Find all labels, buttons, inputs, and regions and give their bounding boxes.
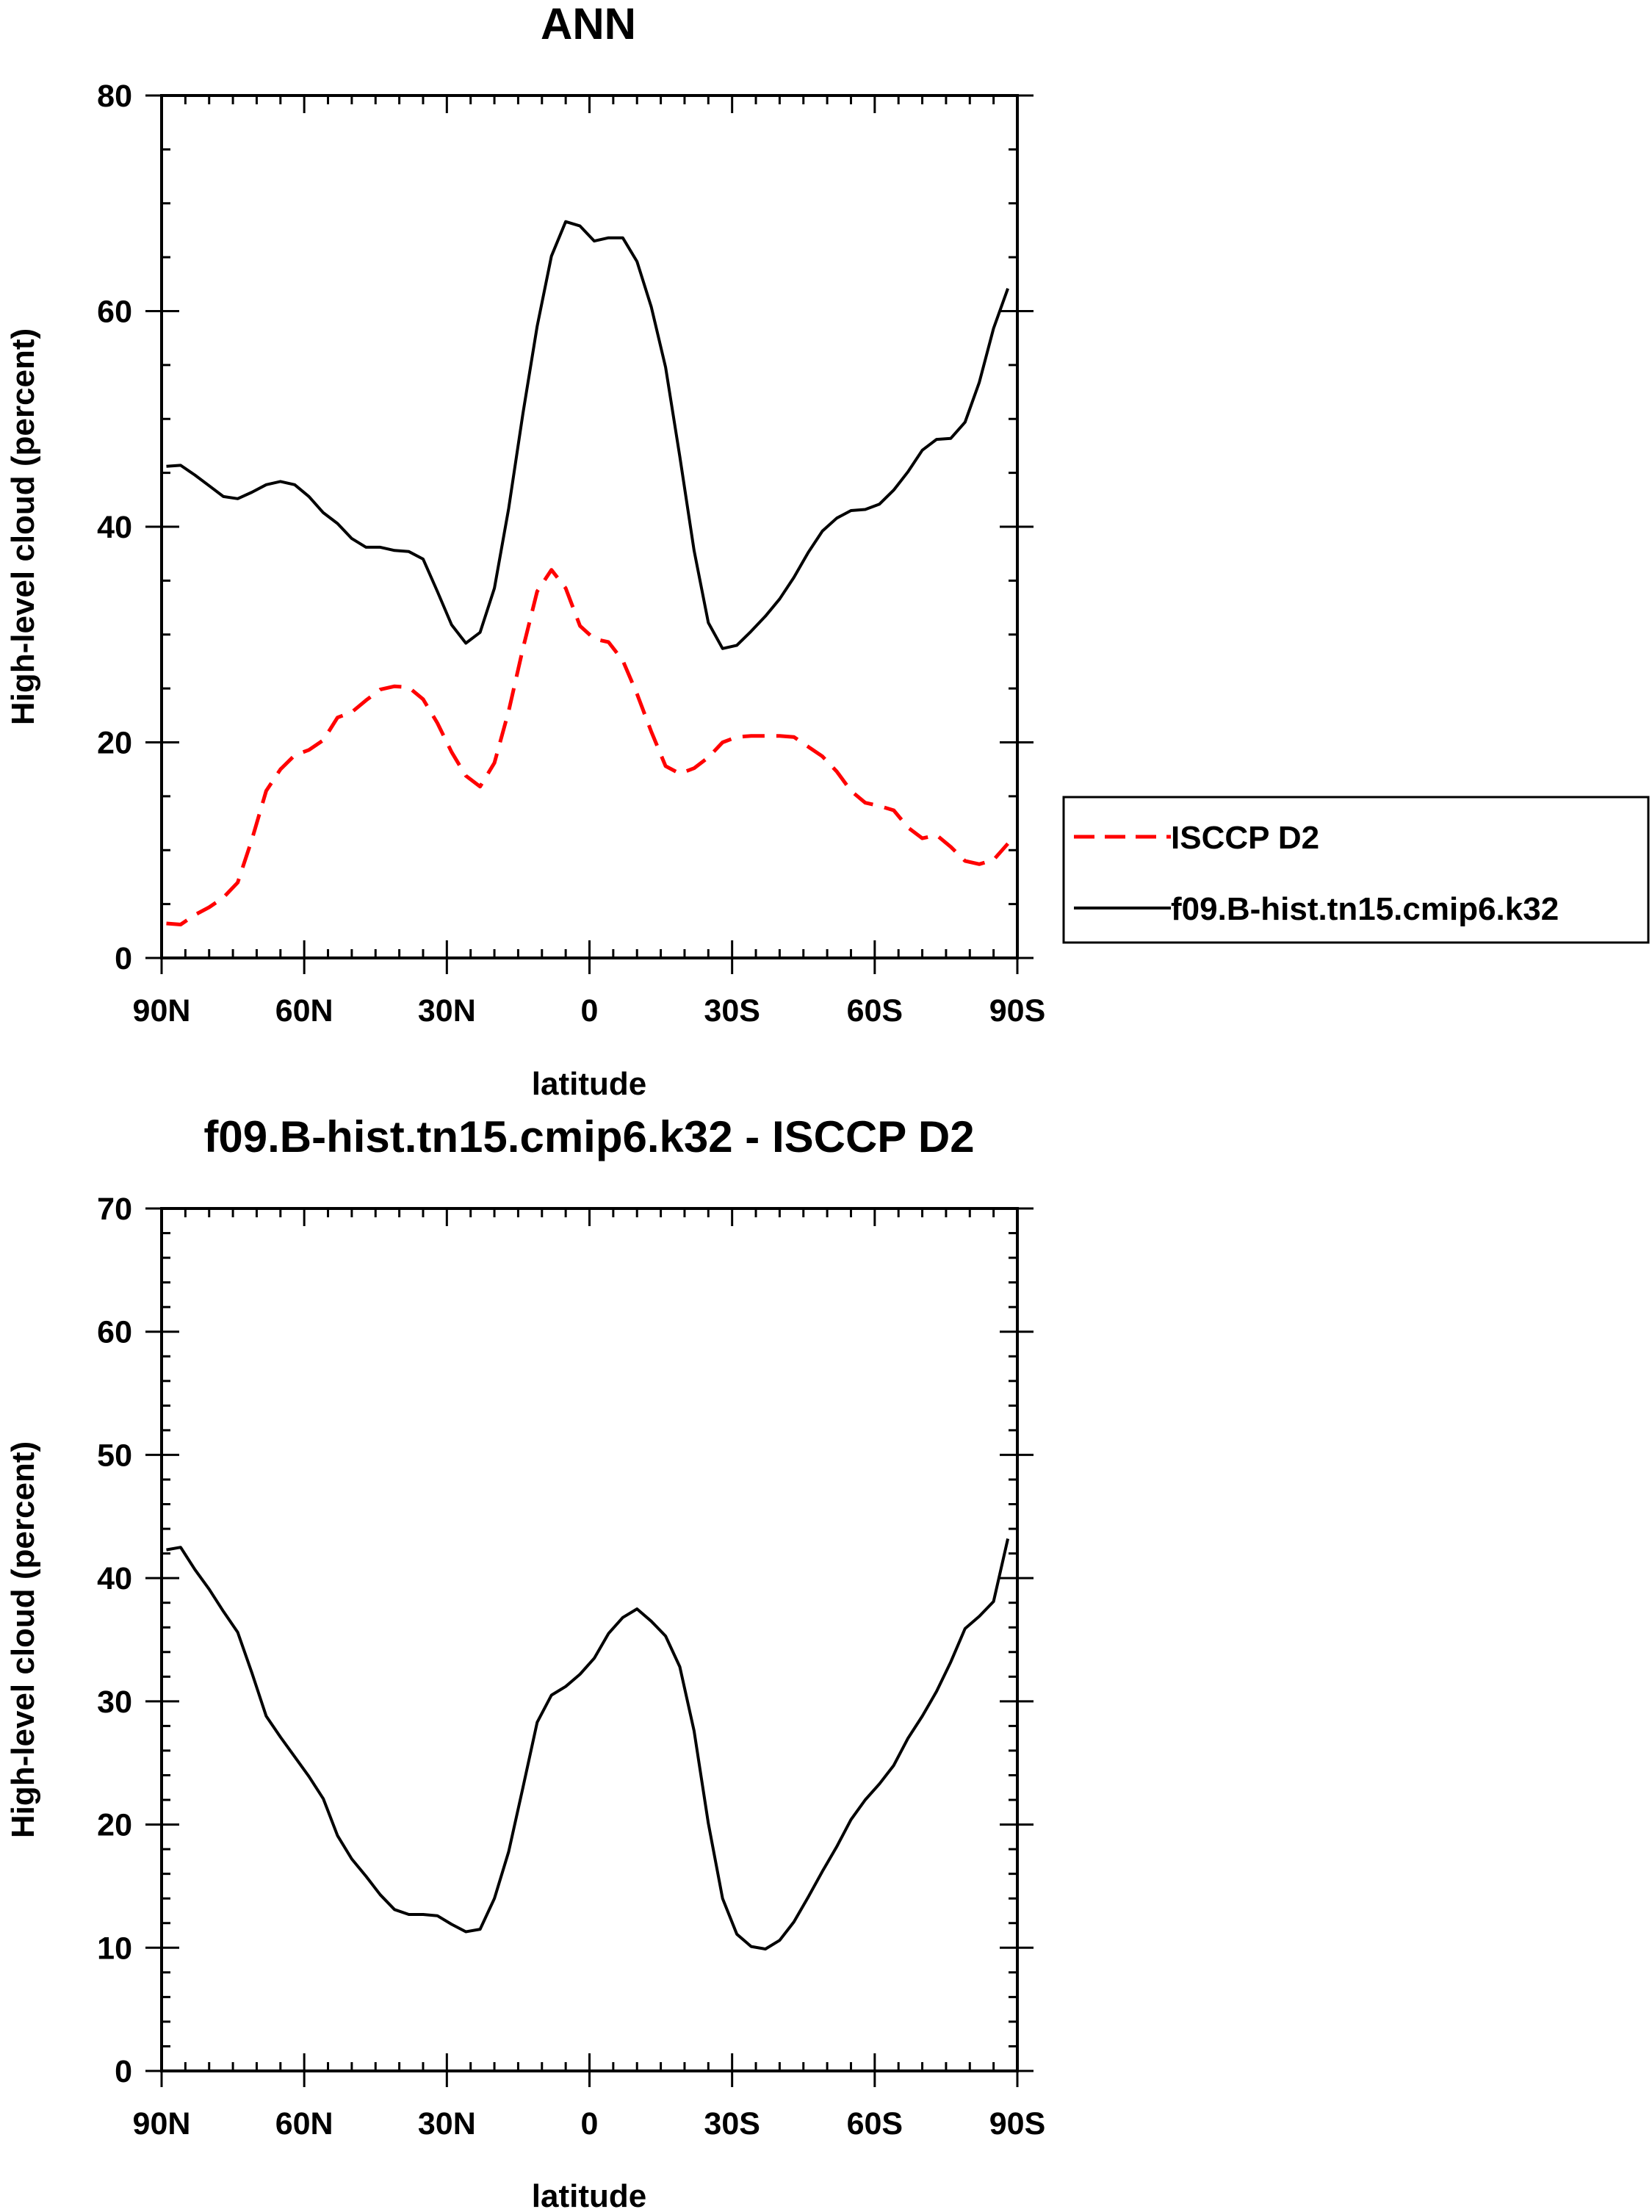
top-plot-frame [160, 94, 1019, 959]
x-tick-label: 0 [581, 993, 599, 1028]
x-tick-label: 0 [581, 2106, 599, 2141]
legend-label-isccp: ISCCP D2 [1171, 820, 1319, 856]
legend: ISCCP D2 f09.B-hist.tn15.cmip6.k32 [1062, 796, 1650, 944]
top-panel: ANN 90N 60N 30N 0 30S 60S 90S 0 20 40 60 80 latitu… [5, 0, 1650, 1102]
series-line-model [166, 220, 1009, 650]
x-tick-label: 30S [704, 993, 760, 1028]
x-tick-label: 60S [847, 2106, 903, 2141]
top-x-axis-label: latitude [532, 1066, 646, 1102]
y-tick-label: 40 [97, 1561, 132, 1596]
series-line-isccp-d2 [166, 568, 1009, 926]
y-tick-label: 60 [97, 1315, 132, 1350]
y-tick-label: 30 [97, 1685, 132, 1720]
bottom-panel: f09.B-hist.tn15.cmip6.k32 - ISCCP D2 90N… [5, 1112, 1045, 2212]
y-tick-label: 70 [97, 1192, 132, 1227]
bottom-axis-ticks [145, 1207, 1034, 2087]
bottom-series-group [166, 1538, 1010, 1950]
y-tick-label: 0 [115, 2054, 132, 2089]
legend-box [1062, 796, 1650, 944]
bottom-x-tick-labels: 90N 60N 30N 0 30S 60S 90S [133, 2106, 1046, 2141]
legend-label-model: f09.B-hist.tn15.cmip6.k32 [1171, 891, 1559, 927]
top-y-tick-labels: 0 20 40 60 80 [97, 79, 132, 976]
y-tick-label: 20 [97, 726, 132, 761]
y-tick-label: 20 [97, 1808, 132, 1843]
top-y-axis-label: High-level cloud (percent) [5, 328, 41, 725]
y-tick-label: 60 [97, 295, 132, 330]
x-tick-label: 30N [418, 2106, 476, 2141]
y-tick-label: 10 [97, 1931, 132, 1966]
bottom-plot-frame [160, 1207, 1019, 2072]
y-tick-label: 50 [97, 1438, 132, 1473]
top-axis-ticks [145, 94, 1034, 974]
x-tick-label: 90N [133, 2106, 191, 2141]
y-tick-label: 40 [97, 510, 132, 545]
x-tick-label: 30N [418, 993, 476, 1028]
y-tick-label: 80 [97, 79, 132, 114]
x-tick-label: 60N [275, 993, 333, 1028]
x-tick-label: 90N [133, 993, 191, 1028]
bottom-x-axis-label: latitude [532, 2178, 646, 2212]
x-tick-label: 90S [989, 2106, 1046, 2141]
x-tick-label: 60N [275, 2106, 333, 2141]
bottom-y-tick-labels: 0 10 20 30 40 50 60 70 [97, 1192, 132, 2089]
series-line-difference [166, 1538, 1010, 1950]
top-series-group [166, 220, 1009, 926]
bottom-chart-title: f09.B-hist.tn15.cmip6.k32 - ISCCP D2 [203, 1112, 974, 1161]
top-chart-title: ANN [541, 0, 636, 48]
top-x-tick-labels: 90N 60N 30N 0 30S 60S 90S [133, 993, 1046, 1028]
x-tick-label: 60S [847, 993, 903, 1028]
y-tick-label: 0 [115, 941, 132, 976]
x-tick-label: 90S [989, 993, 1046, 1028]
x-tick-label: 30S [704, 2106, 760, 2141]
bottom-y-axis-label: High-level cloud (percent) [5, 1441, 41, 1838]
